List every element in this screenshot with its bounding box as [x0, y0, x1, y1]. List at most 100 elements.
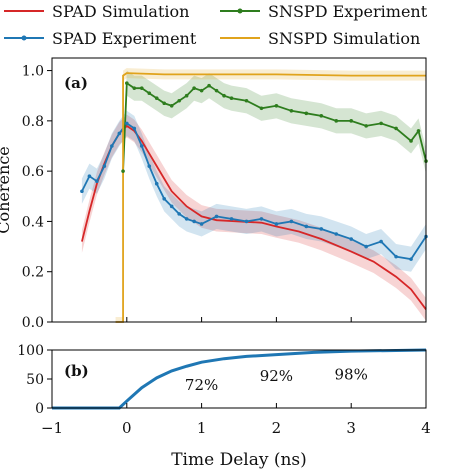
b-ytick-label: 0 [35, 401, 44, 417]
point-spad-experiment [147, 164, 152, 168]
panel-b-lines [52, 348, 427, 410]
point-snspd-experiment [349, 119, 354, 123]
point-snspd-experiment [319, 114, 324, 118]
point-snspd-experiment [364, 124, 368, 128]
point-spad-experiment [102, 164, 107, 168]
point-spad-experiment [139, 144, 144, 148]
point-snspd-experiment [139, 86, 144, 90]
a-ytick-label: 0.4 [22, 214, 44, 230]
band-snspd-experiment [123, 70, 426, 184]
point-spad-experiment [95, 179, 99, 183]
x-axis-label: Time Delay (ns) [171, 450, 307, 470]
point-snspd-experiment [274, 103, 279, 108]
point-snspd-experiment [199, 88, 204, 93]
point-spad-experiment [184, 217, 189, 221]
point-spad-experiment [110, 144, 114, 148]
b-ytick-label: 100 [17, 343, 44, 359]
point-spad-experiment [199, 222, 204, 226]
point-snspd-experiment [379, 121, 383, 126]
point-spad-experiment [87, 174, 92, 178]
a-ytick-label: 0.6 [22, 164, 44, 180]
legend-entry-snspd-simulation: SNSPD Simulation [220, 29, 420, 48]
panel-a-markers [80, 81, 428, 261]
panel-a-label: (a) [64, 74, 88, 92]
point-snspd-experiment [409, 139, 413, 143]
point-spad-experiment [162, 197, 166, 201]
point-spad-experiment [259, 217, 264, 221]
a-ytick-label: 0.0 [22, 315, 44, 331]
point-snspd-experiment [184, 93, 189, 98]
point-spad-experiment [334, 232, 339, 236]
point-spad-experiment [229, 217, 234, 221]
point-spad-experiment [125, 121, 129, 126]
panel-b-frame [51, 349, 427, 409]
point-spad-experiment [274, 222, 279, 226]
panel-a-frame [51, 57, 427, 323]
point-snspd-experiment [125, 81, 129, 85]
legend-entry-spad-simulation: SPAD Simulation [4, 2, 189, 21]
point-snspd-experiment [394, 126, 398, 131]
point-spad-experiment [394, 254, 398, 259]
point-snspd-experiment [162, 101, 166, 106]
point-snspd-experiment [214, 88, 219, 93]
panel-b-label: (b) [64, 362, 89, 380]
band-spad-simulation [81, 114, 427, 321]
point-snspd-experiment [304, 111, 309, 116]
panel-a-lines [81, 72, 427, 323]
point-spad-experiment [364, 244, 368, 249]
legend-marker-spad-experiment [21, 35, 27, 41]
point-spad-experiment [304, 224, 309, 229]
point-spad-experiment [214, 214, 219, 219]
point-snspd-experiment [229, 96, 234, 101]
point-snspd-experiment [177, 98, 181, 103]
panel-a-ticks: 0.0 0.2 0.4 0.6 0.8 1.0 [22, 64, 427, 331]
series-line-spad-experiment [81, 122, 427, 261]
panel-b-ticks: −1 0 1 2 3 4 0 50 100 [17, 343, 431, 437]
legend-label-snspd-simulation: SNSPD Simulation [268, 29, 420, 48]
b-xtick-label: 4 [421, 419, 431, 437]
band-spad-experiment [81, 110, 427, 272]
legend-entry-snspd-experiment: SNSPD Experiment [220, 2, 428, 21]
panel-b: −1 0 1 2 3 4 0 50 100 (b) 72% 92% 98% Time Delay (… [17, 343, 431, 470]
point-spad-experiment [177, 212, 181, 216]
point-spad-experiment [169, 204, 174, 209]
point-spad-experiment [349, 237, 354, 241]
point-snspd-experiment [154, 96, 159, 101]
b-xtick-label: 0 [122, 419, 132, 437]
a-ytick-label: 0.2 [22, 265, 44, 281]
a-ytick-label: 0.8 [22, 114, 44, 130]
panel-a-bands [81, 68, 427, 322]
series-line-snspd-simulation [115, 72, 426, 323]
panel-b-annotations: 72% 92% 98% [185, 365, 368, 393]
b-series-line [52, 348, 427, 410]
a-ytick-label: 1.0 [22, 64, 44, 80]
point-spad-experiment [154, 181, 159, 186]
point-spad-experiment [409, 257, 413, 261]
b-xtick-label: −1 [41, 419, 63, 437]
point-snspd-experiment [121, 169, 125, 173]
point-spad-experiment [379, 239, 383, 244]
point-snspd-experiment [244, 98, 249, 103]
point-snspd-experiment [222, 93, 226, 98]
b-xtick-label: 3 [346, 419, 356, 437]
point-snspd-experiment [147, 91, 152, 95]
legend: SPAD Simulation SNSPD Experiment SPAD Ex… [4, 2, 428, 48]
point-spad-experiment [319, 227, 324, 231]
b-annotation: 98% [335, 365, 368, 383]
point-snspd-experiment [207, 83, 211, 88]
point-spad-experiment [117, 131, 122, 136]
point-spad-experiment [80, 189, 84, 194]
point-snspd-experiment [132, 86, 137, 90]
b-xtick-label: 1 [197, 419, 207, 437]
point-spad-experiment [244, 219, 249, 224]
legend-entry-spad-experiment: SPAD Experiment [4, 29, 197, 48]
point-snspd-experiment [169, 103, 174, 108]
panel-a-ylabel: Coherence [0, 146, 13, 234]
b-xtick-label: 2 [272, 419, 282, 437]
point-snspd-experiment [259, 106, 264, 111]
b-annotation: 92% [260, 367, 293, 385]
panel-a: 0.0 0.2 0.4 0.6 0.8 1.0 (a) Coherence [0, 57, 428, 331]
legend-label-spad-simulation: SPAD Simulation [52, 2, 189, 21]
legend-label-spad-experiment: SPAD Experiment [52, 29, 197, 48]
